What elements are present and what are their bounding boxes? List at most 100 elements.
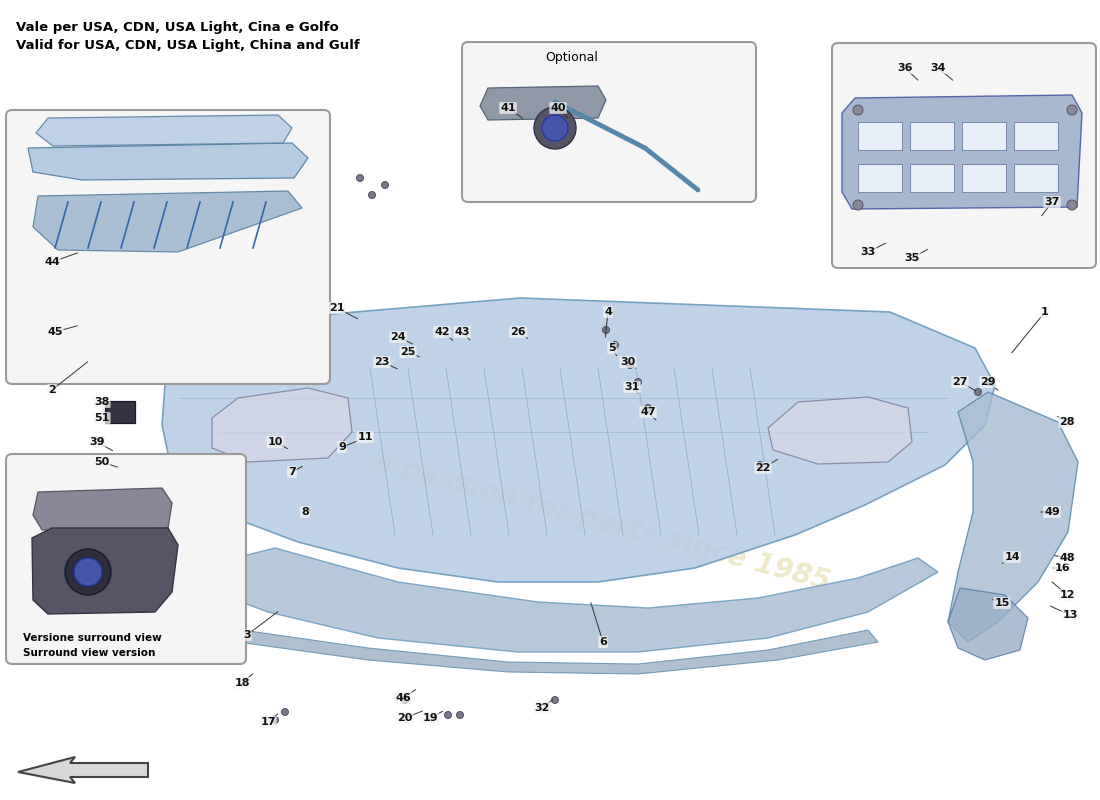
Text: Versione surround view: Versione surround view: [23, 633, 162, 643]
Text: 38: 38: [95, 397, 110, 407]
FancyBboxPatch shape: [6, 454, 246, 664]
Text: 22: 22: [756, 463, 771, 473]
Circle shape: [282, 709, 288, 715]
FancyBboxPatch shape: [6, 110, 330, 384]
Text: 27: 27: [953, 377, 968, 387]
Text: 30: 30: [620, 357, 636, 367]
Circle shape: [402, 697, 408, 703]
Text: Surround view version: Surround view version: [23, 648, 155, 658]
Polygon shape: [223, 628, 878, 674]
Text: 47: 47: [640, 407, 656, 417]
Text: 48: 48: [1059, 553, 1075, 563]
Text: 12: 12: [1059, 590, 1075, 600]
Text: 32: 32: [535, 703, 550, 713]
Text: 33: 33: [860, 247, 876, 257]
Circle shape: [456, 711, 463, 718]
Text: 41: 41: [500, 103, 516, 113]
Circle shape: [757, 462, 763, 469]
Polygon shape: [36, 115, 292, 146]
Text: 46: 46: [395, 693, 411, 703]
Text: 31: 31: [625, 382, 640, 392]
Bar: [1014, 122, 1058, 150]
Bar: [910, 164, 954, 192]
Circle shape: [382, 182, 388, 189]
Text: 11: 11: [358, 432, 373, 442]
FancyBboxPatch shape: [832, 43, 1096, 268]
Polygon shape: [162, 298, 996, 582]
Circle shape: [1067, 105, 1077, 115]
Text: 9: 9: [338, 442, 345, 452]
Text: 42: 42: [434, 327, 450, 337]
Circle shape: [627, 362, 634, 369]
Text: 50: 50: [95, 457, 110, 467]
Circle shape: [1067, 200, 1077, 210]
Text: 26: 26: [510, 327, 526, 337]
Circle shape: [368, 191, 375, 198]
Text: 29: 29: [980, 377, 996, 387]
FancyBboxPatch shape: [462, 42, 756, 202]
Circle shape: [635, 378, 641, 386]
Text: 14: 14: [1004, 552, 1020, 562]
Circle shape: [542, 115, 568, 141]
Bar: [858, 164, 902, 192]
Polygon shape: [842, 95, 1082, 209]
Text: Vale per USA, CDN, USA Light, Cina e Golfo: Vale per USA, CDN, USA Light, Cina e Gol…: [16, 22, 339, 34]
Text: 39: 39: [89, 437, 104, 447]
Text: 35: 35: [904, 253, 920, 263]
Text: 16: 16: [1054, 563, 1070, 573]
Circle shape: [852, 200, 864, 210]
Circle shape: [444, 711, 451, 718]
Text: 49: 49: [1044, 507, 1060, 517]
Polygon shape: [33, 488, 172, 530]
Polygon shape: [28, 143, 308, 180]
Bar: [858, 122, 902, 150]
Text: Valid for USA, CDN, USA Light, China and Gulf: Valid for USA, CDN, USA Light, China and…: [16, 39, 360, 53]
Text: 20: 20: [397, 713, 412, 723]
Circle shape: [852, 105, 864, 115]
Bar: [1014, 164, 1058, 192]
Text: 28: 28: [1059, 417, 1075, 427]
Text: 3: 3: [243, 630, 251, 640]
Polygon shape: [480, 86, 606, 120]
Circle shape: [551, 697, 559, 703]
Bar: [962, 164, 1006, 192]
Bar: [910, 122, 954, 150]
Polygon shape: [188, 548, 938, 652]
Text: 10: 10: [267, 437, 283, 447]
Polygon shape: [212, 388, 352, 462]
Text: 21: 21: [329, 303, 344, 313]
Polygon shape: [33, 191, 302, 252]
Circle shape: [272, 717, 278, 723]
Text: 8: 8: [301, 507, 309, 517]
Circle shape: [356, 174, 363, 182]
Circle shape: [612, 342, 618, 349]
Text: 7: 7: [288, 467, 296, 477]
Text: 19: 19: [422, 713, 438, 723]
Circle shape: [65, 549, 111, 595]
Text: 4: 4: [604, 307, 612, 317]
Text: 6: 6: [600, 637, 607, 647]
Circle shape: [645, 405, 651, 411]
Polygon shape: [18, 757, 148, 783]
Circle shape: [74, 558, 102, 586]
Text: 5: 5: [608, 343, 616, 353]
Text: 43: 43: [454, 327, 470, 337]
Text: 18: 18: [234, 678, 250, 688]
Text: 40: 40: [550, 103, 565, 113]
Text: 15: 15: [994, 598, 1010, 608]
Circle shape: [987, 378, 993, 386]
Text: 17: 17: [261, 717, 276, 727]
Text: 37: 37: [1044, 197, 1059, 207]
Polygon shape: [32, 528, 178, 614]
Text: 2: 2: [48, 385, 56, 395]
Bar: [962, 122, 1006, 150]
Text: 45: 45: [47, 327, 63, 337]
Text: 25: 25: [400, 347, 416, 357]
Text: 23: 23: [374, 357, 389, 367]
Polygon shape: [768, 397, 912, 464]
Circle shape: [603, 326, 609, 334]
Polygon shape: [948, 588, 1028, 660]
Text: 44: 44: [44, 257, 59, 267]
Circle shape: [975, 389, 981, 395]
Bar: [104, 401, 135, 423]
